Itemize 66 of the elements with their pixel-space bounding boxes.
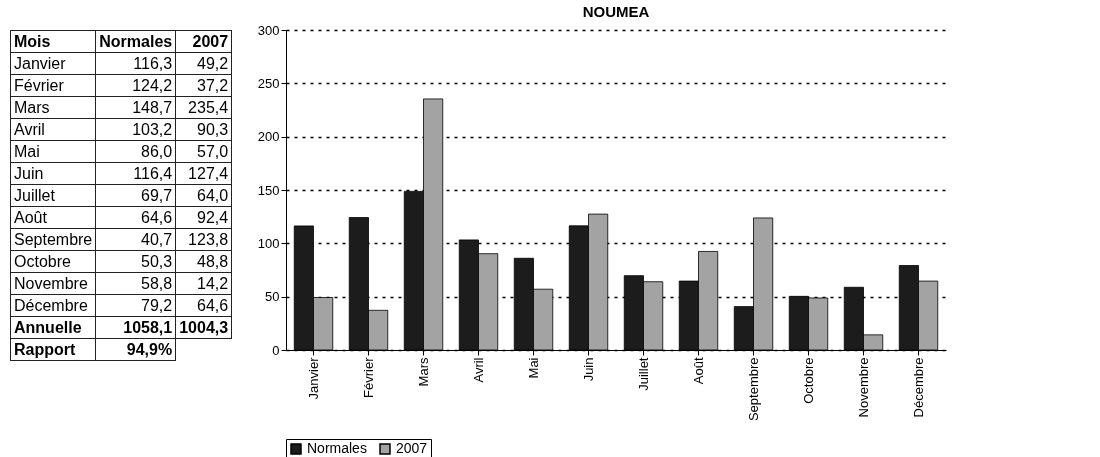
- text: 50,3: [95, 250, 176, 273]
- text: 94,9%: [95, 338, 176, 361]
- y-tick-label: 250: [257, 75, 280, 91]
- text: 14,2: [175, 272, 232, 295]
- text: Normales: [99, 32, 173, 50]
- text: 79,2: [95, 294, 176, 317]
- x-tick-label: Juin: [580, 357, 596, 382]
- text: 49,2: [175, 52, 232, 75]
- y-tick-label: 0: [272, 342, 280, 358]
- category-label: Avril: [14, 120, 45, 138]
- category-label: Février: [14, 76, 64, 94]
- y-tick-label: 100: [257, 235, 280, 251]
- text: 64,6: [95, 206, 176, 229]
- text: 86,0: [95, 140, 176, 163]
- category-label: Novembre: [14, 274, 88, 292]
- category-label: Décembre: [14, 296, 88, 314]
- x-tick-label: Août: [690, 357, 706, 385]
- category-label: Août: [14, 208, 47, 226]
- x-tick-label: Septembre: [745, 357, 761, 422]
- text: 69,7: [95, 184, 176, 207]
- category-label: Mai: [14, 142, 40, 160]
- text: 57,0: [175, 140, 232, 163]
- text: 92,4: [175, 206, 232, 229]
- x-tick-label: Février: [360, 356, 376, 398]
- chart-title: NOUMEA: [582, 3, 650, 20]
- text: 64,6: [175, 294, 232, 317]
- text: Rapport: [10, 338, 96, 361]
- text: 127,4: [175, 162, 232, 185]
- text: 116,4: [95, 162, 176, 185]
- x-tick-label: Janvier: [305, 356, 321, 400]
- y-tick-label: 150: [257, 182, 280, 198]
- y-tick-label: 200: [257, 129, 280, 145]
- text: 64,0: [175, 184, 232, 207]
- x-tick-label: Juillet: [635, 357, 651, 391]
- text: 48,8: [175, 250, 232, 273]
- text: 124,2: [95, 74, 176, 97]
- text: 37,2: [175, 74, 232, 97]
- text: 58,8: [95, 272, 176, 295]
- x-tick-label: Décembre: [910, 357, 926, 418]
- text: 2007: [192, 32, 229, 50]
- text: 116,3: [95, 52, 176, 75]
- category-label: Septembre: [14, 230, 93, 248]
- legend-label: Normales: [307, 440, 368, 456]
- y-tick-label: 300: [257, 22, 280, 38]
- text: Mois: [10, 30, 96, 53]
- text: 40,7: [95, 228, 176, 251]
- legend-label: 2007: [396, 440, 428, 456]
- category-label: Mars: [14, 98, 50, 116]
- y-tick-label: 50: [265, 289, 280, 305]
- x-tick-label: Avril: [470, 357, 486, 383]
- x-tick-label: Mars: [415, 357, 431, 387]
- text: 90,3: [175, 118, 232, 141]
- x-tick-label: Mai: [525, 357, 541, 379]
- text: 148,7: [95, 96, 176, 119]
- category-label: Juillet: [14, 186, 55, 204]
- category-label: Janvier: [14, 54, 66, 72]
- text: 1004,3: [175, 316, 232, 339]
- category-label: Octobre: [14, 252, 71, 270]
- text: 103,2: [95, 118, 176, 141]
- x-tick-label: Octobre: [800, 357, 816, 404]
- text: Annuelle: [10, 316, 96, 339]
- x-tick-label: Novembre: [855, 357, 871, 418]
- text: 235,4: [175, 96, 232, 119]
- category-label: Juin: [14, 164, 44, 182]
- text: 1058,1: [95, 316, 176, 339]
- text: 123,8: [175, 228, 232, 251]
